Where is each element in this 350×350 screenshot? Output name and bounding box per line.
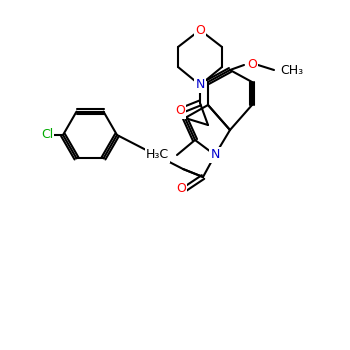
Text: O: O <box>195 23 205 36</box>
Text: N: N <box>210 148 220 161</box>
Text: H₃C: H₃C <box>146 148 169 161</box>
Text: O: O <box>175 105 185 118</box>
Text: CH₃: CH₃ <box>280 63 303 77</box>
Text: N: N <box>195 78 205 91</box>
Text: Cl: Cl <box>41 128 53 141</box>
Text: O: O <box>176 182 186 196</box>
Text: O: O <box>247 58 257 71</box>
